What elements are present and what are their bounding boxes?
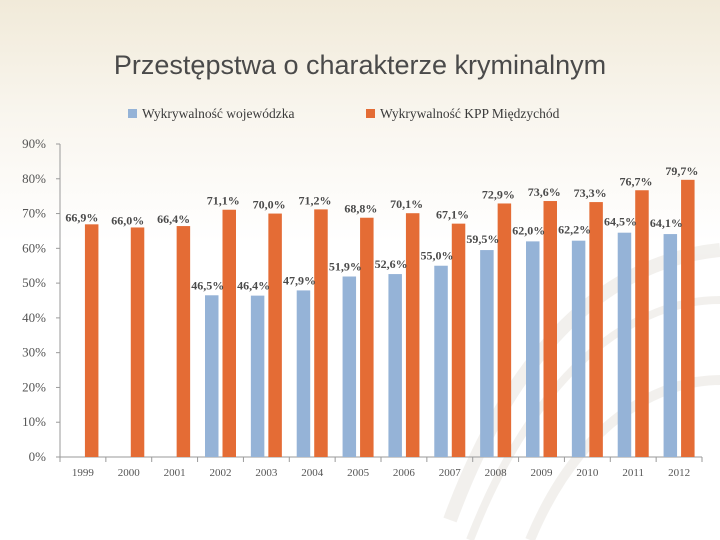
data-label-wojewodzka-2006: 52,6%: [375, 257, 408, 271]
y-tick-label: 30%: [22, 345, 46, 360]
bar-kpp-2000: [130, 227, 145, 457]
data-label-wojewodzka-2005: 51,9%: [329, 260, 362, 274]
bar-wojewodzka-2007: [434, 265, 448, 457]
bar-kpp-2005: [360, 217, 374, 457]
y-tick-label: 50%: [22, 275, 46, 290]
bar-kpp-2010: [589, 202, 603, 457]
data-label-wojewodzka-2012: 64,1%: [650, 216, 683, 230]
x-tick-label: 2001: [164, 467, 186, 479]
y-tick-label: 60%: [22, 240, 46, 255]
bar-wojewodzka-2012: [663, 234, 678, 457]
bar-kpp-2003: [268, 213, 282, 457]
bar-wojewodzka-2008: [480, 250, 494, 457]
x-tick-label: 2008: [485, 467, 508, 479]
y-tick-label: 10%: [22, 414, 46, 429]
x-axis: 1999 2000 2001 2002 2003 2004 2005 2006 2007 2008…: [59, 456, 703, 479]
y-tick-label: 80%: [22, 171, 46, 186]
bar-wojewodzka-2003: [250, 295, 265, 457]
data-label-kpp-2007: 67,1%: [436, 208, 469, 222]
x-tick-label: 2000: [118, 467, 141, 479]
legend-swatch-1: [128, 109, 137, 118]
data-label-kpp-2004: 71,2%: [298, 193, 331, 207]
x-tick-label: 2012: [668, 467, 690, 479]
bar-wojewodzka-2011: [617, 232, 632, 457]
bar-wojewodzka-2004: [296, 290, 311, 457]
data-label-kpp-1999: 66,9%: [65, 210, 98, 224]
legend-swatch-2: [366, 109, 375, 118]
data-label-kpp-2009: 73,6%: [528, 185, 561, 199]
bar-kpp-2011: [635, 190, 649, 457]
bar-wojewodzka-2009: [526, 241, 540, 457]
data-label-wojewodzka-2007: 55,0%: [421, 249, 454, 263]
y-tick-label: 90%: [22, 136, 46, 151]
bar-wojewodzka-2005: [342, 276, 357, 457]
y-tick-label: 70%: [22, 206, 46, 221]
x-tick-label: 2005: [347, 467, 370, 479]
bar-wojewodzka-2010: [571, 240, 586, 457]
x-tick-label: 2002: [210, 467, 232, 479]
data-label-kpp-2010: 73,3%: [574, 186, 607, 200]
x-tick-label: 2007: [439, 467, 462, 479]
data-label-wojewodzka-2003: 46,4%: [237, 279, 270, 293]
legend-label-1: Wykrywalność wojewódzka: [142, 106, 295, 121]
data-label-wojewodzka-2009: 62,0%: [512, 223, 545, 237]
data-label-wojewodzka-2008: 59,5%: [466, 232, 499, 246]
data-label-wojewodzka-2004: 47,9%: [283, 273, 316, 287]
x-tick-label: 1999: [72, 467, 95, 479]
y-tick-label: 40%: [22, 310, 46, 325]
x-tick-label: 2003: [255, 467, 278, 479]
bar-kpp-2008: [497, 203, 512, 457]
bar-kpp-2001: [176, 226, 191, 457]
data-label-kpp-2012: 79,7%: [665, 164, 698, 178]
bar-kpp-2012: [681, 179, 695, 457]
bar-wojewodzka-2006: [388, 274, 402, 457]
x-tick-label: 2011: [622, 467, 644, 479]
slide-title: Przestępstwa o charakterze kryminalnym: [113, 50, 607, 80]
bar-kpp-2007: [451, 223, 466, 457]
data-label-kpp-2002: 71,1%: [207, 194, 240, 208]
bar-kpp-2009: [543, 201, 557, 457]
bar-kpp-2002: [222, 209, 236, 457]
x-tick-label: 2004: [301, 467, 324, 479]
bar-kpp-1999: [84, 224, 99, 457]
data-label-kpp-2000: 66,0%: [111, 213, 144, 227]
data-label-kpp-2005: 68,8%: [344, 202, 377, 216]
legend-label-2: Wykrywalność KPP Międzychód: [380, 106, 560, 121]
data-label-kpp-2008: 72,9%: [482, 187, 515, 201]
bar-wojewodzka-2002: [205, 295, 219, 457]
y-tick-label: 0%: [29, 449, 47, 464]
bar-kpp-2006: [405, 213, 420, 457]
data-label-wojewodzka-2011: 64,5%: [604, 215, 637, 229]
data-label-kpp-2006: 70,1%: [390, 197, 423, 211]
chart-legend: Wykrywalność wojewódzka Wykrywalność KPP …: [128, 106, 560, 121]
y-axis: 0% 10% 20% 30% 40% 50% 60% 70% 80% 90%: [22, 136, 61, 464]
x-tick-label: 2006: [393, 467, 416, 479]
data-label-wojewodzka-2002: 46,5%: [191, 278, 224, 292]
x-tick-label: 2010: [576, 467, 599, 479]
x-tick-label: 2009: [531, 467, 554, 479]
y-tick-label: 20%: [22, 379, 46, 394]
data-label-kpp-2001: 66,4%: [157, 212, 190, 226]
bar-kpp-2004: [314, 209, 328, 457]
data-label-kpp-2003: 70,0%: [253, 198, 286, 212]
data-label-kpp-2011: 76,7%: [619, 174, 652, 188]
data-label-wojewodzka-2010: 62,2%: [558, 223, 591, 237]
data-label-group: 66,9% 66,0% 66,4% 46,5% 71,1% 46,4% 70,0% 47,9%…: [65, 164, 698, 293]
bar-series-group: [84, 179, 695, 457]
